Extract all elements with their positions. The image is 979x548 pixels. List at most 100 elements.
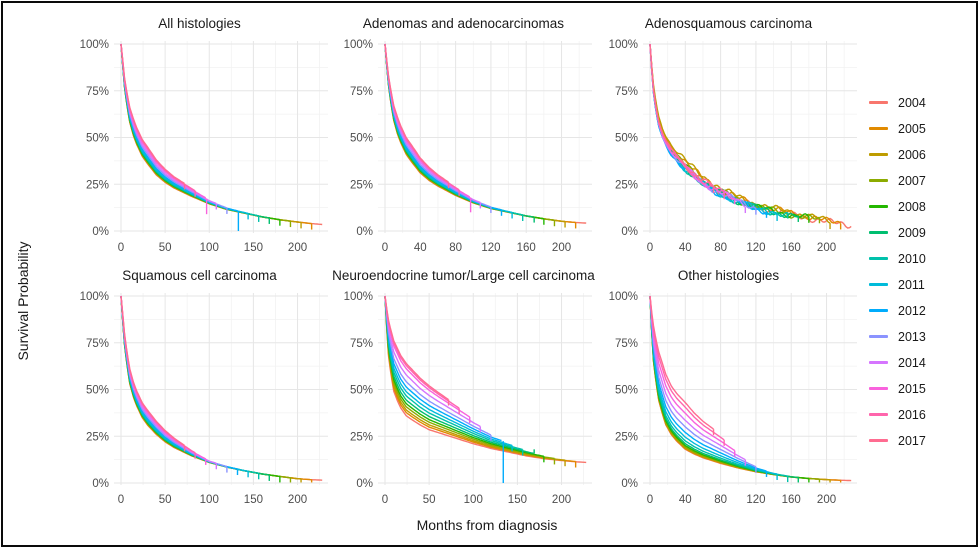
legend-line-swatch xyxy=(869,257,888,260)
y-tick-label: 50% xyxy=(350,385,373,397)
legend-item-2016: 2016 xyxy=(869,407,973,422)
y-tick-label: 100% xyxy=(609,39,638,51)
x-tick-label: 120 xyxy=(746,242,765,254)
legend-label: 2017 xyxy=(898,433,926,448)
survival-curve-2017 xyxy=(384,43,449,183)
survival-curve-2007 xyxy=(384,43,555,221)
x-tick-label: 0 xyxy=(118,494,124,506)
legend-line-swatch xyxy=(869,335,888,338)
survival-curve-2006 xyxy=(649,295,831,481)
legend-label: 2016 xyxy=(898,407,926,422)
y-tick-label: 25% xyxy=(350,431,373,443)
y-tick-label: 100% xyxy=(609,291,638,303)
legend-item-2015: 2015 xyxy=(869,381,973,396)
panel-other-histologies: Other histologies 0 40 80 120 160 200 0% 25% 50%… xyxy=(597,265,860,515)
legend-line-swatch xyxy=(869,309,888,312)
y-tick-label: 100% xyxy=(344,39,373,51)
y-tick-label: 25% xyxy=(86,431,109,443)
y-tick-label: 50% xyxy=(615,133,638,145)
legend-item-2012: 2012 xyxy=(869,303,973,318)
survival-curve-2006 xyxy=(384,43,566,223)
legend-line-swatch xyxy=(869,387,888,390)
x-tick-label: 200 xyxy=(552,494,571,506)
panel-title: Adenosquamous carcinoma xyxy=(644,16,813,31)
y-tick-label: 0% xyxy=(92,226,109,238)
x-tick-label: 80 xyxy=(714,494,727,506)
y-tick-label: 100% xyxy=(80,39,109,51)
legend-item-2009: 2009 xyxy=(869,225,973,240)
legend-line-swatch xyxy=(869,283,888,286)
y-axis-title: Survival Probability xyxy=(15,241,31,361)
x-tick-label: 160 xyxy=(782,494,801,506)
survival-curve-2004 xyxy=(649,295,852,482)
legend-label: 2013 xyxy=(898,329,926,344)
survival-curve-2006 xyxy=(649,43,831,224)
x-tick-label: 100 xyxy=(200,494,219,506)
survival-curve-2010 xyxy=(120,295,259,474)
x-tick-label: 50 xyxy=(159,494,172,506)
survival-curve-2014 xyxy=(649,295,746,461)
survival-curve-2017 xyxy=(649,295,714,430)
y-tick-label: 25% xyxy=(350,179,373,191)
x-tick-label: 120 xyxy=(746,494,765,506)
survival-curve-2004 xyxy=(120,43,323,226)
y-tick-label: 25% xyxy=(86,179,109,191)
y-tick-label: 0% xyxy=(621,478,638,490)
survival-curve-2004 xyxy=(120,295,323,481)
legend-line-swatch xyxy=(869,101,888,104)
y-tick-label: 75% xyxy=(86,86,109,98)
panel-neuroendocrine-large-cell: Neuroendocrine tumor/Large cell carcinom… xyxy=(332,265,595,515)
x-tick-label: 200 xyxy=(817,242,836,254)
panel-title: Squamous cell carcinoma xyxy=(122,268,277,283)
survival-curve-2009 xyxy=(384,295,534,454)
survival-curve-2005 xyxy=(649,295,841,481)
survival-curve-2006 xyxy=(120,43,302,224)
x-axis-title: Months from diagnosis xyxy=(416,517,558,533)
legend-item-2017: 2017 xyxy=(869,433,973,448)
survival-plot-other: 0 40 80 120 160 200 0% 25% 50% 75% 100% xyxy=(609,291,857,506)
panel-adenomas-adenocarcinomas: Adenomas and adenocarcinomas 0 40 80 120 160… xyxy=(332,13,595,263)
panel-squamous-cell-carcinoma: Squamous cell carcinoma 0 50 100 150 200 0% 25… xyxy=(68,265,331,515)
y-tick-label: 0% xyxy=(356,478,373,490)
survival-curve-2015 xyxy=(649,295,736,452)
legend-label: 2011 xyxy=(898,277,925,292)
survival-curve-2017 xyxy=(120,295,185,446)
x-tick-label: 50 xyxy=(159,242,172,254)
legend-item-2004: 2004 xyxy=(869,95,973,110)
x-tick-label: 0 xyxy=(118,242,124,254)
legend-item-2011: 2011 xyxy=(869,277,973,292)
survival-curve-2013 xyxy=(649,295,757,468)
y-tick-label: 0% xyxy=(621,226,638,238)
legend-label: 2014 xyxy=(898,355,926,370)
y-tick-label: 50% xyxy=(615,385,638,397)
legend-item-2005: 2005 xyxy=(869,121,973,136)
survival-curve-2008 xyxy=(649,43,810,219)
x-tick-label: 200 xyxy=(817,494,836,506)
legend-label: 2005 xyxy=(898,121,926,136)
legend-label: 2010 xyxy=(898,251,926,266)
x-tick-label: 50 xyxy=(423,494,436,506)
panel-title: All histologies xyxy=(158,16,241,31)
survival-curve-2017 xyxy=(649,43,714,188)
y-tick-label: 75% xyxy=(350,338,373,350)
survival-curve-2004 xyxy=(384,295,587,464)
survival-curve-2010 xyxy=(384,295,523,451)
legend-item-2007: 2007 xyxy=(869,173,973,188)
y-tick-label: 50% xyxy=(86,133,109,145)
survival-curve-2005 xyxy=(649,43,842,224)
x-tick-label: 40 xyxy=(679,242,692,254)
x-tick-label: 200 xyxy=(288,242,307,254)
x-tick-label: 200 xyxy=(552,242,571,254)
panel-title: Adenomas and adenocarcinomas xyxy=(362,16,565,31)
legend-line-swatch xyxy=(869,361,888,364)
y-tick-label: 25% xyxy=(615,431,638,443)
survival-curve-2007 xyxy=(384,295,555,460)
survival-curve-2004 xyxy=(649,43,852,229)
survival-curve-2016 xyxy=(384,295,460,409)
survival-curve-2016 xyxy=(649,295,725,441)
survival-curve-2008 xyxy=(384,43,545,220)
survival-curve-2004 xyxy=(384,43,587,224)
x-tick-label: 150 xyxy=(508,494,527,506)
legend-line-swatch xyxy=(869,179,888,182)
